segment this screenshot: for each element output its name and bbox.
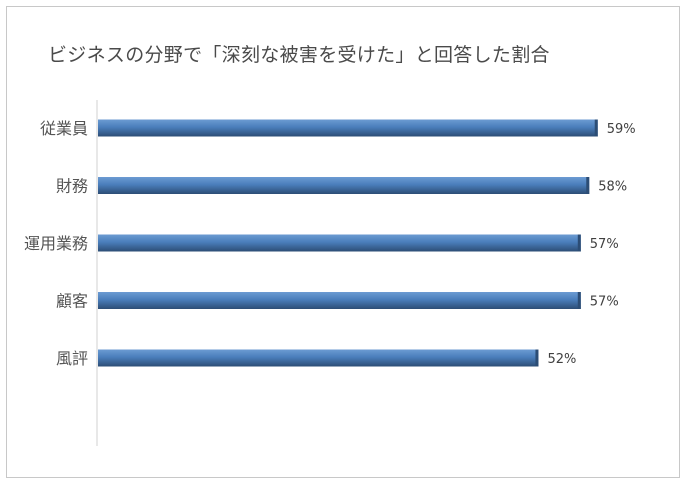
chart-title: ビジネスの分野で「深刻な被害を受けた」と回答した割合: [48, 44, 550, 66]
bar: [98, 119, 598, 137]
data-label: 58%: [598, 180, 627, 195]
category-label: 運用業務: [24, 234, 88, 253]
data-label: 57%: [590, 295, 619, 310]
bars-group: 従業員 59% 財務 58% 運用業務 57% 顧客 57% 風評 52%: [24, 119, 636, 368]
category-label: 風評: [56, 349, 88, 368]
category-label: 顧客: [56, 292, 88, 311]
data-label: 57%: [590, 237, 619, 252]
bar-edge: [535, 349, 539, 367]
category-label: 財務: [56, 177, 88, 196]
bar: [98, 177, 590, 194]
bar-edge: [594, 119, 598, 137]
data-label: 59%: [607, 122, 636, 137]
category-label: 従業員: [40, 119, 88, 138]
bar-edge: [577, 234, 581, 252]
bar: [98, 349, 539, 367]
bar-edge: [577, 292, 581, 309]
bar: [98, 292, 581, 309]
data-label: 52%: [547, 352, 576, 367]
bar: [98, 234, 581, 252]
bar-edge: [586, 177, 590, 194]
